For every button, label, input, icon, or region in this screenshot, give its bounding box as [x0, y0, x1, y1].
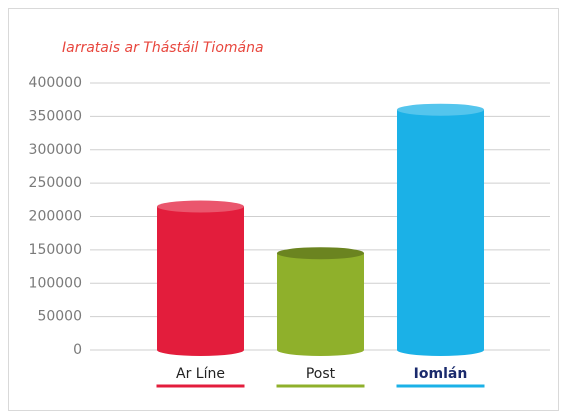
- x-tick-label: Iomlán: [414, 366, 468, 382]
- y-tick-label: 200000: [29, 209, 82, 225]
- bar-body: [277, 253, 364, 356]
- y-tick-label: 50000: [37, 309, 82, 325]
- bar: [397, 103, 484, 356]
- y-tick-label: 150000: [29, 242, 82, 258]
- x-tick-label: Ar Líne: [176, 366, 225, 382]
- bar-body: [397, 109, 484, 356]
- y-tick-label: 300000: [29, 142, 82, 158]
- bar: [277, 247, 364, 356]
- y-tick-label: 400000: [29, 75, 82, 91]
- x-tick-label: Post: [306, 366, 336, 382]
- bar: [157, 200, 244, 356]
- bar-body: [157, 206, 244, 356]
- bar-top: [397, 103, 484, 116]
- y-tick-label: 250000: [29, 175, 82, 191]
- y-tick-label: 0: [73, 342, 82, 358]
- bar-top: [157, 200, 244, 213]
- y-tick-label: 100000: [29, 275, 82, 291]
- bar-top: [277, 247, 364, 260]
- chart-title: Iarratais ar Thástáil Tiomána: [62, 40, 264, 56]
- y-tick-label: 350000: [29, 108, 82, 124]
